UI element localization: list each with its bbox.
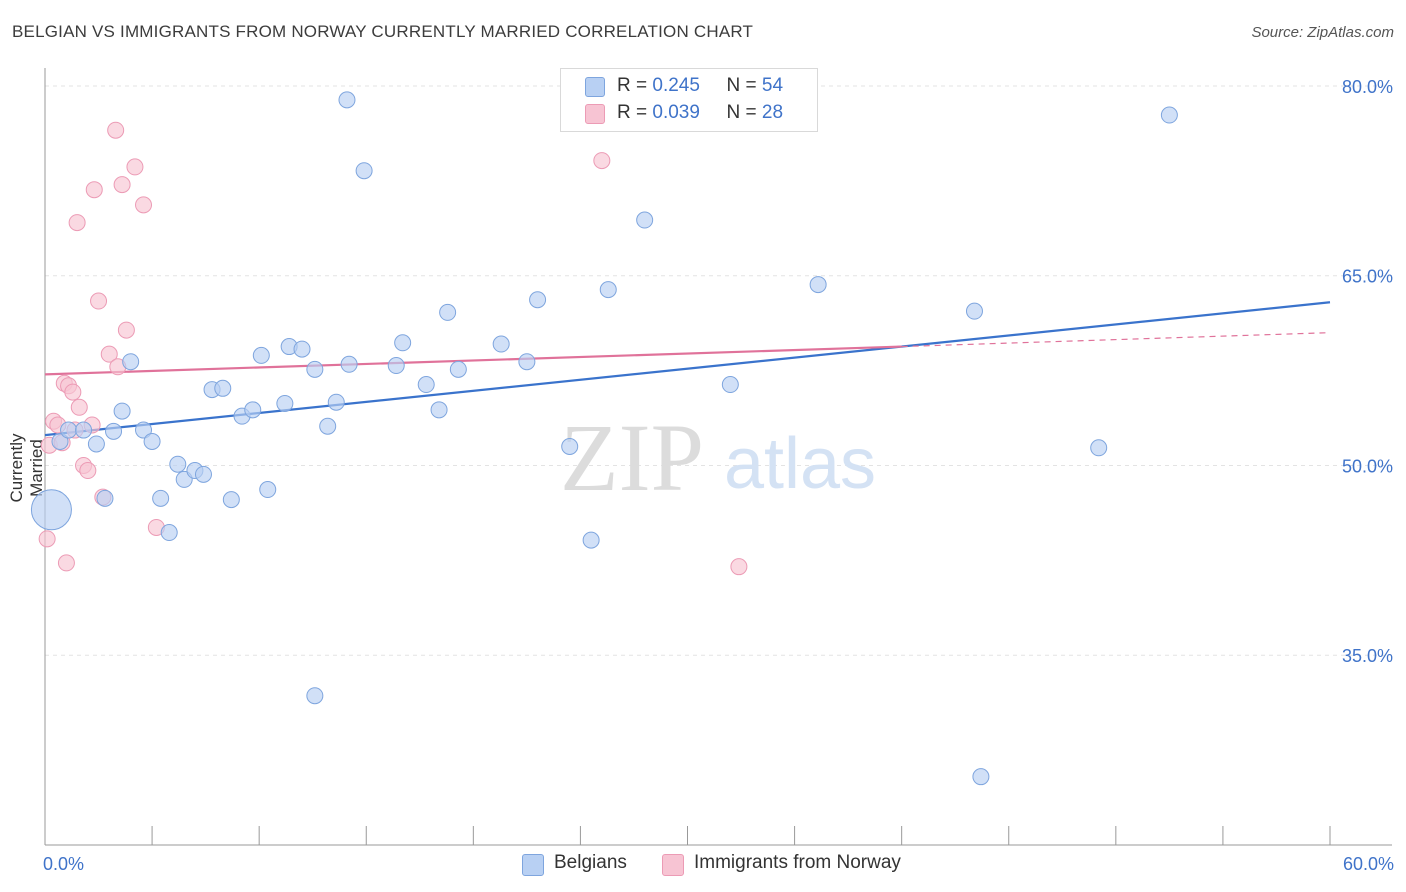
norway-trend-line xyxy=(44,345,902,376)
belgians-point xyxy=(338,91,356,109)
norway-point xyxy=(79,462,97,480)
belgians-point xyxy=(430,401,448,419)
tick-labels: 35.0% 50.0% 65.0% 80.0% 0.0% 60.0% xyxy=(43,77,1394,874)
belgians-point xyxy=(194,465,212,483)
belgians-point xyxy=(518,353,536,371)
norway-point xyxy=(90,292,108,310)
belgians-swatch xyxy=(585,77,605,97)
belgians-point xyxy=(721,376,739,394)
belgians-point xyxy=(244,401,262,419)
data-points xyxy=(30,91,1178,786)
belgians-point xyxy=(105,422,123,440)
belgians-point xyxy=(143,432,161,450)
norway-point xyxy=(38,530,56,548)
norway-point xyxy=(64,383,82,401)
belgians-point xyxy=(214,379,232,397)
belgians-n-value: 54 xyxy=(761,75,784,96)
belgians-point xyxy=(96,489,114,507)
belgians-point xyxy=(340,355,358,373)
x-tick-label: 60.0% xyxy=(1343,854,1394,874)
belgians-point xyxy=(439,303,457,321)
belgians-point xyxy=(582,531,600,549)
norway-point xyxy=(70,398,88,416)
chart-title: BELGIAN VS IMMIGRANTS FROM NORWAY CURREN… xyxy=(12,22,754,41)
r-label: R = xyxy=(617,75,648,96)
belgians-point xyxy=(972,768,990,786)
belgians-point xyxy=(327,393,345,411)
belgians-point xyxy=(276,394,294,412)
norway-legend-label: Immigrants from Norway xyxy=(694,852,901,873)
watermark-atlas: atlas xyxy=(724,424,876,504)
belgians-legend-label: Belgians xyxy=(554,852,627,873)
norway-point xyxy=(57,554,75,572)
series-legend: Belgians Immigrants from Norway xyxy=(0,852,1406,878)
y-tick-label: 80.0% xyxy=(1342,77,1393,97)
norway-n-value: 28 xyxy=(761,102,784,123)
belgians-point xyxy=(809,276,827,294)
belgians-point xyxy=(1160,106,1178,124)
belgians-point xyxy=(222,491,240,509)
belgians-point xyxy=(599,281,617,299)
gridlines xyxy=(45,85,1392,656)
belgians-point xyxy=(252,346,270,364)
belgians-point xyxy=(169,455,187,473)
norway-r-value: 0.039 xyxy=(652,102,700,123)
watermark: ZIP atlas xyxy=(560,404,876,511)
norway-point xyxy=(117,321,135,339)
belgians-point xyxy=(306,687,324,705)
y-tick-label: 65.0% xyxy=(1342,267,1393,287)
belgians-point xyxy=(306,360,324,378)
belgians-point xyxy=(160,524,178,542)
source-credit: Source: ZipAtlas.com xyxy=(1251,24,1394,41)
correlation-legend: R = 0.245 N = 54 R = 0.039 N = 28 xyxy=(560,68,818,132)
belgians-point xyxy=(1090,439,1108,457)
belgians-legend-swatch xyxy=(522,854,544,876)
norway-legend-swatch xyxy=(662,854,684,876)
belgians-point xyxy=(636,211,654,229)
norway-point xyxy=(126,158,144,176)
norway-point xyxy=(100,345,118,363)
r-label: R = xyxy=(617,102,648,123)
belgians-point xyxy=(355,162,373,180)
norway-point xyxy=(107,121,125,139)
belgians-point xyxy=(293,340,311,358)
norway-point xyxy=(730,558,748,576)
norway-point xyxy=(85,181,103,199)
belgians-point xyxy=(492,335,510,353)
y-tick-label: 35.0% xyxy=(1342,646,1393,666)
belgians-point xyxy=(51,432,69,450)
belgians-point xyxy=(394,334,412,352)
belgians-point xyxy=(152,489,170,507)
belgians-point xyxy=(417,376,435,394)
belgians-point xyxy=(259,481,277,499)
belgians-point xyxy=(529,291,547,309)
belgians-point xyxy=(319,417,337,435)
belgians-point xyxy=(113,402,131,420)
belgians-point xyxy=(87,435,105,453)
n-label: N = xyxy=(726,102,757,123)
y-tick-label: 50.0% xyxy=(1342,456,1393,476)
belgians-point xyxy=(965,302,983,320)
norway-point xyxy=(68,214,86,232)
norway-trend-extension xyxy=(901,332,1331,348)
belgians-point xyxy=(60,421,78,439)
belgians-r-value: 0.245 xyxy=(652,75,700,96)
norway-point xyxy=(135,196,153,214)
norway-swatch xyxy=(585,104,605,124)
belgians-point xyxy=(30,489,72,531)
belgians-point xyxy=(449,360,467,378)
belgians-point xyxy=(122,353,140,371)
belgians-point xyxy=(387,357,405,375)
watermark-zip: ZIP xyxy=(560,404,704,511)
norway-point xyxy=(593,152,611,170)
belgians-point xyxy=(135,421,153,439)
axes xyxy=(44,68,1392,846)
norway-point xyxy=(113,176,131,194)
belgians-point xyxy=(561,438,579,455)
belgians-point xyxy=(75,421,93,439)
n-label: N = xyxy=(726,75,757,96)
x-tick-label: 0.0% xyxy=(43,854,84,874)
